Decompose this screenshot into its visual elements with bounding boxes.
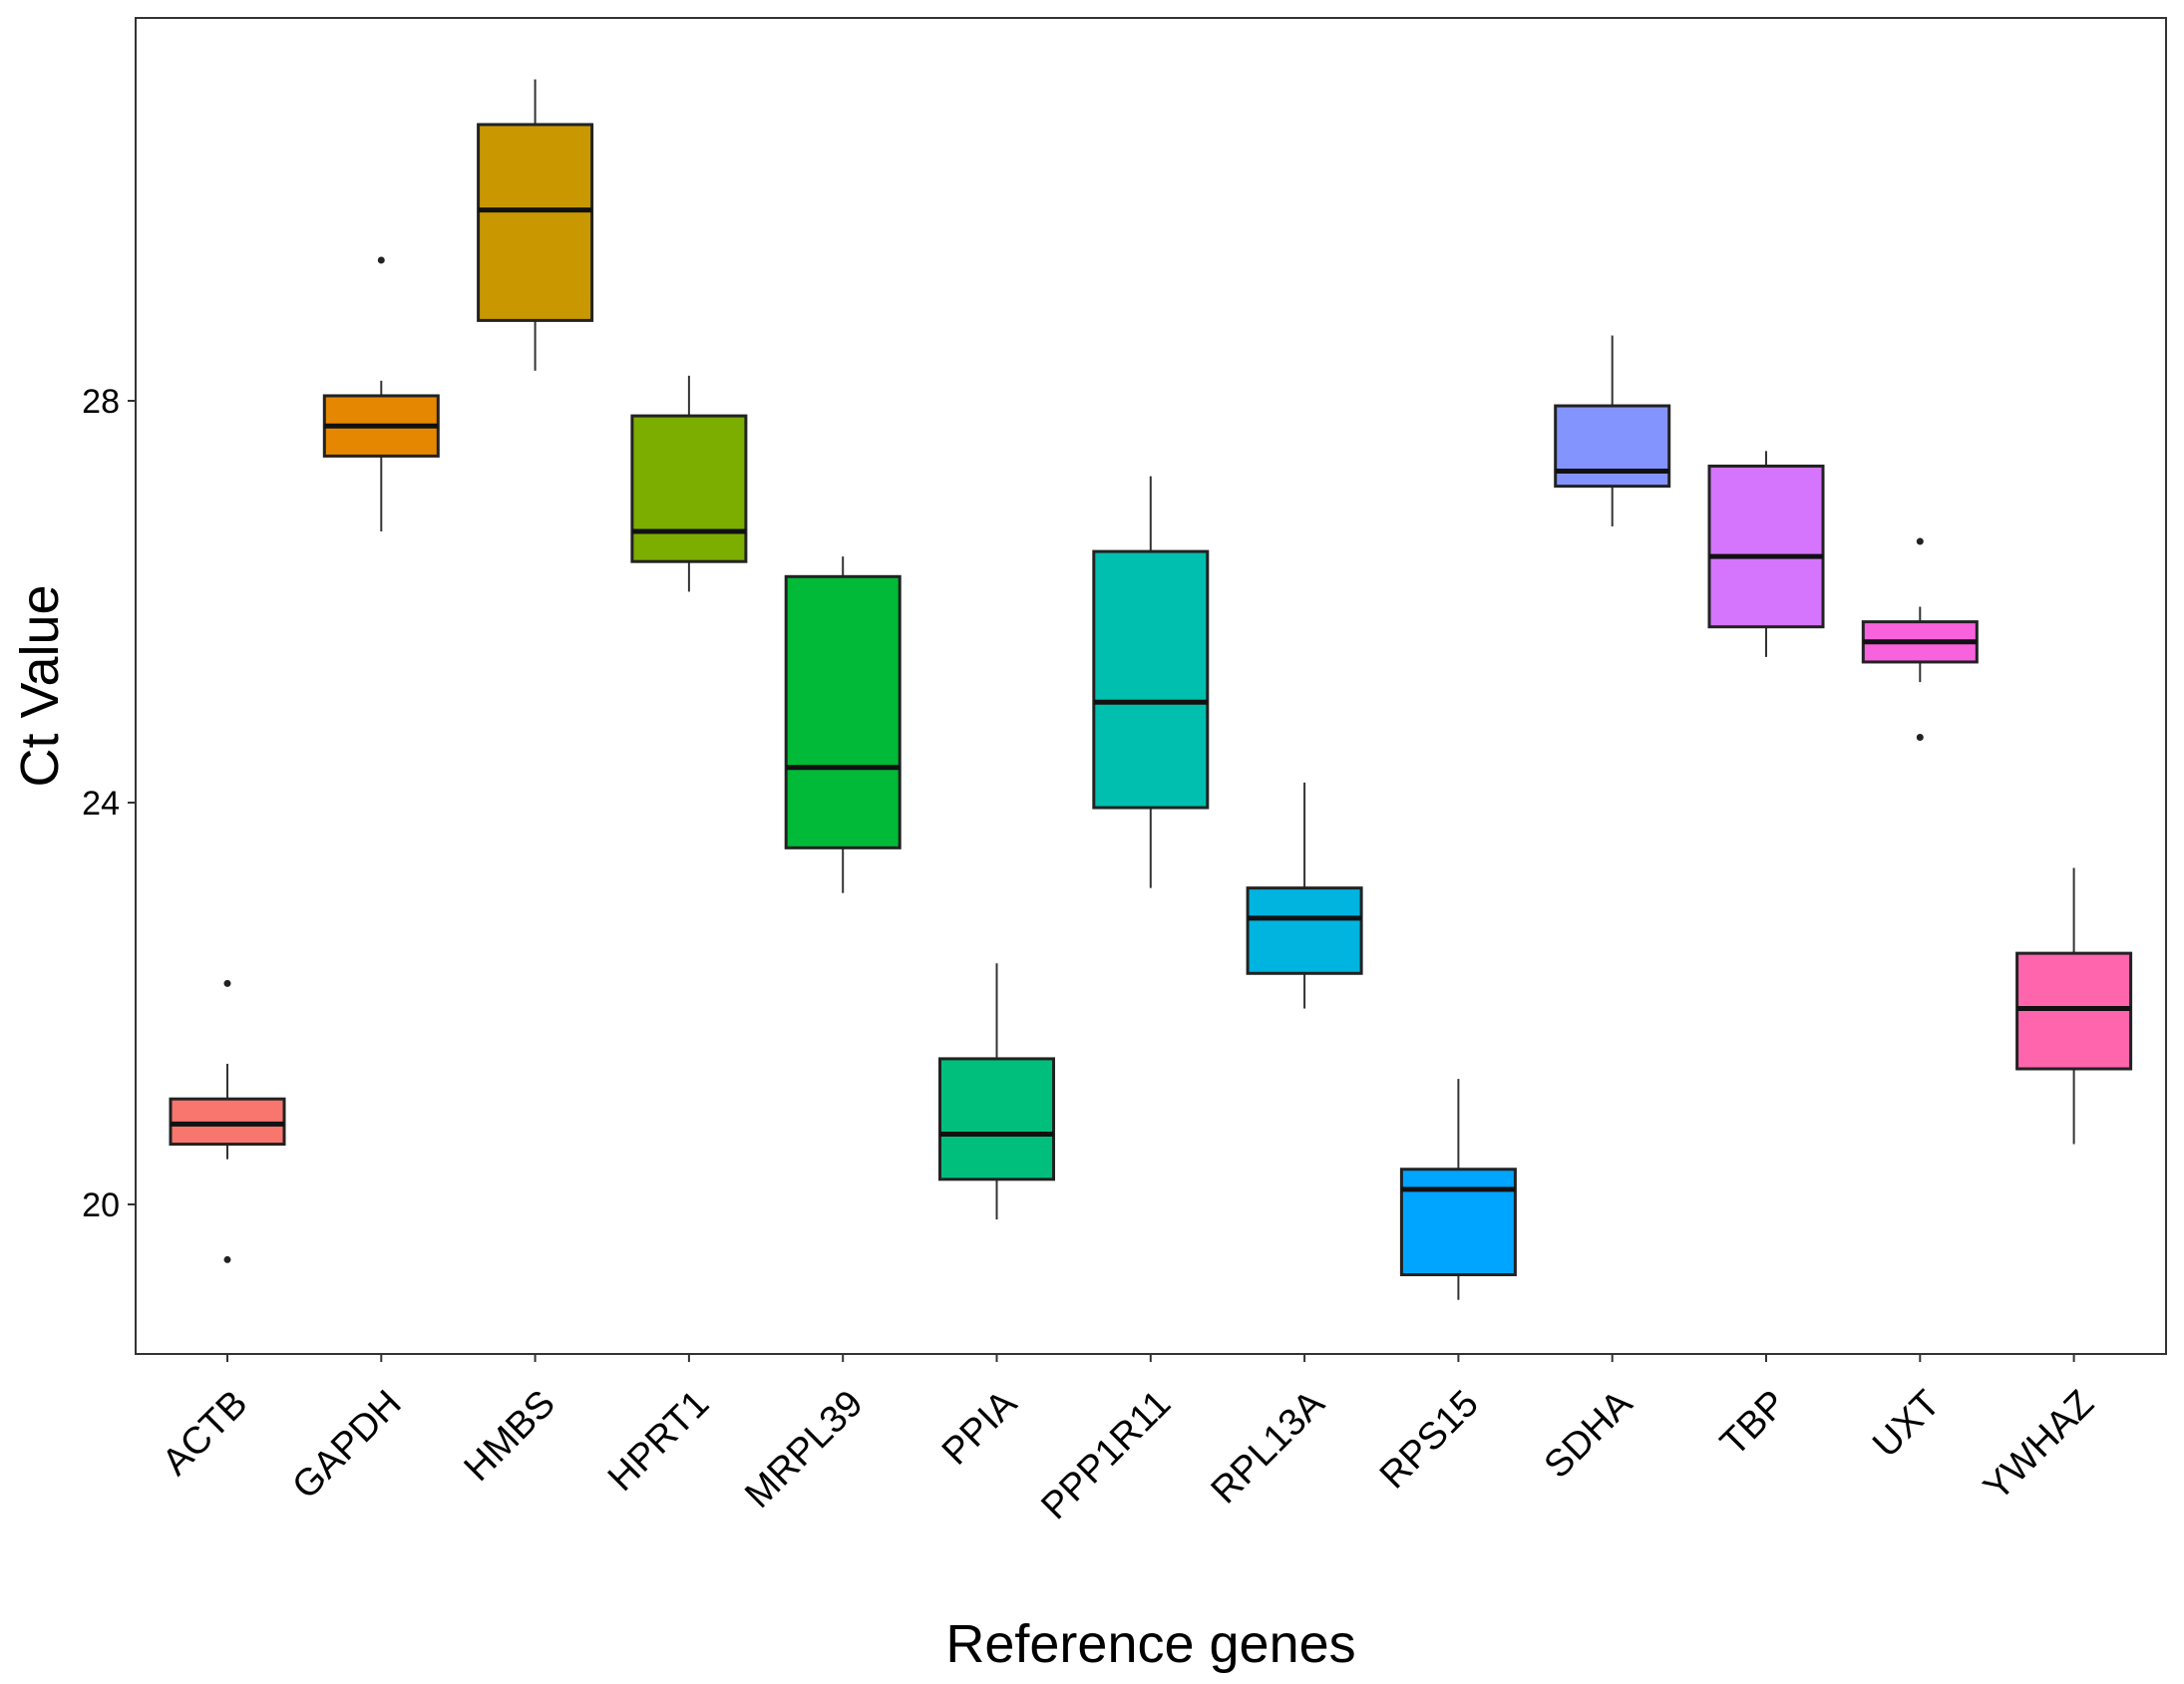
box-actb xyxy=(169,979,286,1263)
box-body xyxy=(784,574,902,849)
y-axis-title: Ct Value xyxy=(10,584,70,787)
x-axis-title: Reference genes xyxy=(945,1614,1355,1674)
box-gapdh xyxy=(322,256,440,531)
box-body xyxy=(1554,404,1671,489)
box-body xyxy=(1092,549,1210,810)
y-axis: 20 24 28 xyxy=(82,383,136,1224)
box-uxt xyxy=(1861,537,1979,742)
outlier-point xyxy=(223,979,231,987)
box-sdha xyxy=(1554,335,1671,526)
box-body xyxy=(1707,464,1825,629)
box-hprt1 xyxy=(630,375,748,592)
outlier-point xyxy=(1916,734,1924,742)
outlier-point xyxy=(1916,537,1924,545)
box-ppia xyxy=(938,963,1055,1220)
outlier-point xyxy=(223,1255,231,1263)
box-rpl13a xyxy=(1246,782,1363,1009)
box-rps15 xyxy=(1399,1079,1517,1300)
box-body xyxy=(630,414,748,563)
y-tick-label: 24 xyxy=(82,785,120,823)
y-tick-label: 20 xyxy=(82,1186,120,1224)
box-body xyxy=(938,1057,1055,1181)
box-body xyxy=(1399,1168,1517,1277)
box-ppp1r11 xyxy=(1092,476,1210,888)
boxes xyxy=(169,79,2133,1300)
box-body xyxy=(2015,951,2133,1071)
box-hmbs xyxy=(477,79,594,371)
box-body xyxy=(1246,886,1363,975)
box-body xyxy=(169,1097,286,1147)
y-tick-label: 28 xyxy=(82,383,120,421)
outlier-point xyxy=(377,256,385,264)
box-tbp xyxy=(1707,451,1825,657)
box-ywhaz xyxy=(2015,867,2133,1145)
box-mrpl39 xyxy=(784,556,902,893)
box-body xyxy=(477,123,594,322)
